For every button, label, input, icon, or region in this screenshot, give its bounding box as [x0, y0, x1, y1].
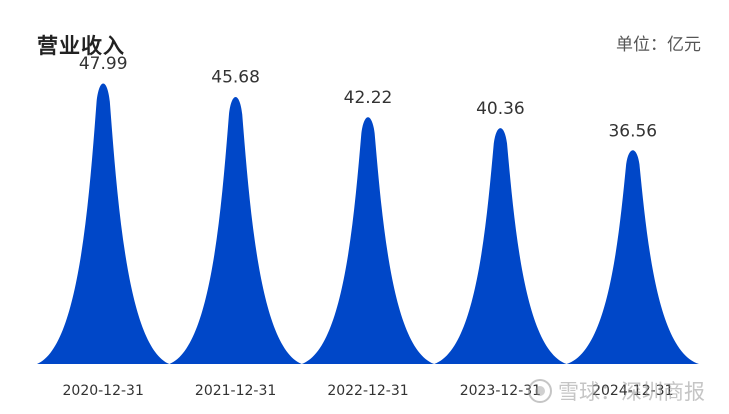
category-label-3: 2022-12-31: [327, 383, 408, 399]
category-label-4: 2023-12-31: [460, 383, 541, 399]
bar-peak-4: [434, 128, 567, 364]
category-label-2: 2021-12-31: [195, 383, 276, 399]
value-label-3: 42.22: [344, 88, 393, 108]
peak-series: [37, 83, 699, 365]
value-label-1: 47.99: [79, 54, 128, 74]
watermark-text: 雪球：深圳商报: [558, 380, 705, 404]
bar-peak-2: [169, 96, 302, 364]
watermark: 雪球：深圳商报: [528, 376, 705, 406]
bar-peak-5: [566, 150, 699, 364]
value-label-5: 36.56: [608, 122, 657, 142]
unit-label: 单位：亿元: [616, 35, 701, 55]
category-label-5: 2024-12-31: [592, 383, 673, 399]
category-labels: 2020-12-31 2021-12-31 2022-12-31 2023-12-31…: [63, 383, 674, 399]
value-labels: 47.99 45.68 42.22 40.36 36.56: [79, 54, 657, 142]
category-label-1: 2020-12-31: [63, 383, 144, 399]
bar-peak-1: [37, 83, 170, 365]
bar-peak-3: [301, 117, 435, 364]
value-label-4: 40.36: [476, 99, 525, 119]
value-label-2: 45.68: [211, 68, 260, 88]
chart-title: 营业收入: [37, 34, 125, 58]
snowball-logo-icon: [528, 379, 552, 403]
